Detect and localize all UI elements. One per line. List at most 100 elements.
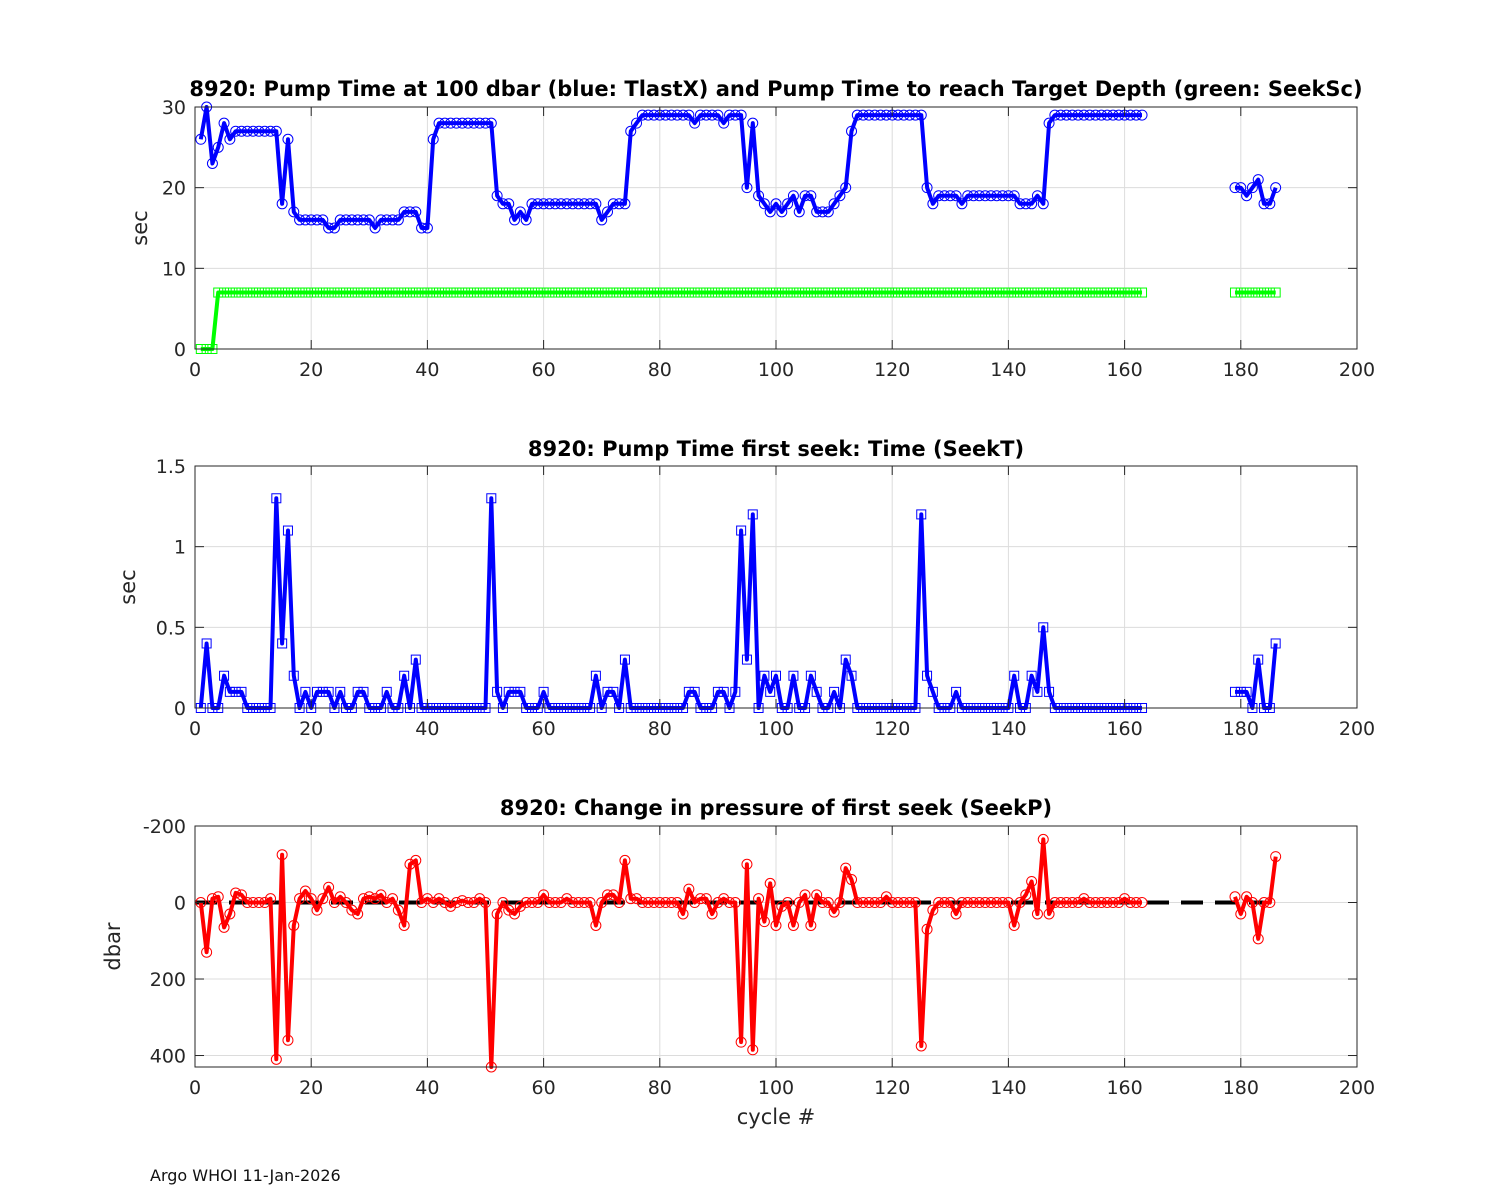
data-point-blue	[1026, 670, 1037, 681]
data-point-blue	[922, 670, 933, 681]
data-point-green	[434, 287, 445, 298]
data-point-blue	[218, 117, 230, 129]
data-point-green	[422, 287, 433, 298]
data-point-green	[1061, 287, 1072, 298]
data-point-red	[741, 858, 753, 870]
data-point-red	[1258, 897, 1270, 909]
x-tick-label: 160	[1106, 1077, 1142, 1099]
data-point-red	[497, 897, 509, 909]
data-point-red	[671, 897, 683, 909]
data-point-green	[1264, 287, 1275, 298]
data-point-green	[381, 287, 392, 298]
data-point-red	[375, 889, 387, 901]
data-point-red	[346, 904, 358, 916]
data-point-red	[933, 897, 945, 909]
data-point-green	[951, 287, 962, 298]
data-point-blue	[584, 198, 596, 210]
data-point-red	[968, 897, 980, 909]
data-point-red	[1026, 875, 1038, 887]
x-tick-label: 200	[1339, 359, 1375, 381]
data-point-blue	[241, 125, 253, 137]
data-point-blue	[578, 198, 590, 210]
data-point-blue	[607, 198, 619, 210]
data-point-blue	[433, 117, 445, 129]
y-tick-label: 10	[162, 258, 186, 280]
data-point-red	[230, 887, 242, 899]
data-point-blue	[526, 198, 538, 210]
data-point-green	[753, 287, 764, 298]
data-point-blue	[892, 109, 904, 121]
data-point-blue	[1253, 654, 1264, 665]
data-point-red	[526, 897, 538, 909]
data-point-blue	[462, 117, 474, 129]
data-point-green	[956, 287, 967, 298]
data-point-red	[259, 897, 271, 909]
data-point-blue	[787, 190, 799, 202]
data-point-blue	[1044, 686, 1055, 697]
data-point-red	[880, 891, 892, 903]
data-point-blue	[357, 214, 369, 226]
data-point-green	[457, 287, 468, 298]
data-point-blue	[700, 109, 712, 121]
data-point-green	[387, 287, 398, 298]
data-point-red	[1043, 908, 1055, 920]
data-point-blue	[718, 686, 729, 697]
data-point-blue	[793, 206, 805, 218]
y-tick-label: 0	[174, 698, 186, 720]
data-point-green	[590, 287, 601, 298]
data-point-green	[492, 287, 503, 298]
data-point-blue	[1229, 686, 1240, 697]
data-point-red	[607, 889, 619, 901]
data-point-red	[1066, 897, 1078, 909]
data-point-green	[1102, 287, 1113, 298]
data-point-blue	[1032, 686, 1043, 697]
data-point-green	[800, 287, 811, 298]
data-point-blue	[276, 198, 288, 210]
data-point-blue	[712, 686, 723, 697]
data-point-green	[794, 287, 805, 298]
data-point-green	[1032, 287, 1043, 298]
data-point-blue	[840, 654, 851, 665]
data-point-green	[1020, 287, 1031, 298]
x-tick-label: 100	[758, 1077, 794, 1099]
y-axis-label: dbar	[101, 922, 125, 971]
data-point-green	[1038, 287, 1049, 298]
data-point-green	[1096, 287, 1107, 298]
data-point-blue	[387, 214, 399, 226]
data-point-blue	[224, 686, 235, 697]
data-point-green	[538, 287, 549, 298]
x-tick-label: 140	[990, 718, 1026, 740]
data-point-blue	[1130, 109, 1142, 121]
data-point-red	[1037, 833, 1049, 845]
data-point-red	[1055, 897, 1067, 909]
data-point-green	[1270, 287, 1281, 298]
data-point-red	[1095, 897, 1107, 909]
data-point-red	[1107, 897, 1119, 909]
data-point-green	[893, 287, 904, 298]
data-point-green	[736, 287, 747, 298]
data-point-red	[474, 893, 486, 905]
data-point-red	[962, 897, 974, 909]
data-point-green	[439, 287, 450, 298]
data-point-blue	[335, 686, 346, 697]
data-point-red	[834, 897, 846, 909]
series-line-green-1	[200, 290, 1142, 351]
data-point-green	[858, 287, 869, 298]
data-point-blue	[718, 117, 730, 129]
data-point-blue	[381, 686, 392, 697]
data-point-green	[341, 287, 352, 298]
data-point-blue	[311, 214, 323, 226]
data-point-red	[787, 919, 799, 931]
x-tick-label: 60	[532, 359, 556, 381]
data-point-blue	[491, 190, 503, 202]
data-point-blue	[991, 190, 1003, 202]
y-axis-label: sec	[128, 210, 152, 245]
data-point-blue	[340, 214, 352, 226]
data-point-red	[915, 1040, 927, 1052]
data-point-blue	[898, 109, 910, 121]
x-tick-label: 160	[1106, 718, 1142, 740]
data-point-blue	[1246, 182, 1258, 194]
data-point-blue	[799, 190, 811, 202]
data-point-green	[364, 287, 375, 298]
